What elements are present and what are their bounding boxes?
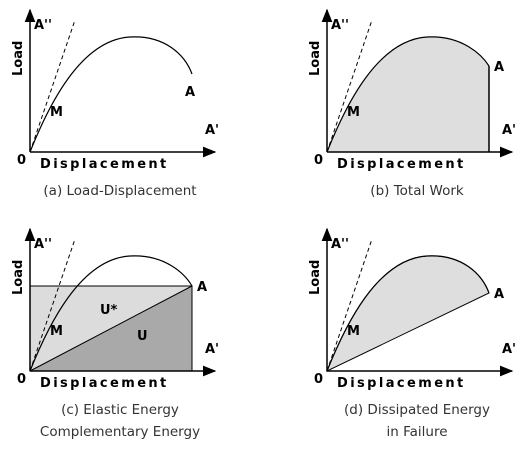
caption: (b) Total Work <box>370 183 464 199</box>
x-end-label: A' <box>502 342 516 357</box>
dashed-tangent <box>29 238 76 372</box>
dashed-tangent <box>326 238 373 372</box>
caption: (a) Load-Displacement <box>43 183 196 199</box>
origin-label: 0 <box>314 153 323 168</box>
caption: (c) Elastic Energy <box>61 402 179 418</box>
caption: in Failure <box>386 424 447 440</box>
origin-label: 0 <box>17 372 26 387</box>
x-axis-label: Displacement <box>40 157 169 172</box>
total-work-area <box>327 36 489 152</box>
x-axis-label: Displacement <box>337 157 466 172</box>
x-end-label: A' <box>502 123 516 138</box>
origin-label: 0 <box>17 153 26 168</box>
knee-label: M <box>50 324 63 339</box>
load-curve <box>29 36 193 153</box>
panel: A'' M A A' 0 Load Displacement (a) Load-Displac… <box>11 8 219 199</box>
origin-label: 0 <box>314 372 323 387</box>
x-axis-label: Displacement <box>40 376 169 391</box>
panel: A'' M A A' 0 Load Displacement U* U (c) Elastic E… <box>11 227 219 440</box>
dashed-tangent <box>326 19 373 153</box>
x-end-label: A' <box>205 342 219 357</box>
caption: (d) Dissipated Energy <box>344 402 490 418</box>
y-end-label: A'' <box>34 237 52 252</box>
panel: A'' M A A' 0 Load Displacement (b) Total Work <box>308 8 516 199</box>
load-curve <box>326 255 490 372</box>
y-end-label: A'' <box>34 18 52 33</box>
y-axis-label: Load <box>308 41 323 76</box>
load-curve <box>29 255 193 372</box>
caption: Complementary Energy <box>40 424 200 440</box>
knee-label: M <box>347 324 360 339</box>
knee-label: M <box>50 105 63 120</box>
end-point-label: A <box>494 60 504 75</box>
u-label: U <box>137 329 148 344</box>
end-point-label: A <box>494 287 504 302</box>
end-point-label: A <box>197 280 207 295</box>
y-axis-label: Load <box>308 260 323 295</box>
y-end-label: A'' <box>331 18 349 33</box>
end-point-label: A <box>185 85 195 100</box>
y-axis-label: Load <box>11 260 26 295</box>
knee-label: M <box>347 105 360 120</box>
panel: A'' M A A' 0 Load Displacement (d) Dissipated E… <box>308 227 516 440</box>
x-end-label: A' <box>205 123 219 138</box>
x-axis-label: Displacement <box>337 376 466 391</box>
y-axis-label: Load <box>11 41 26 76</box>
dissipated-area <box>326 255 490 373</box>
dashed-tangent <box>29 19 76 153</box>
load-curve <box>326 36 490 153</box>
y-end-label: A'' <box>331 237 349 252</box>
u-star-label: U* <box>100 303 118 318</box>
